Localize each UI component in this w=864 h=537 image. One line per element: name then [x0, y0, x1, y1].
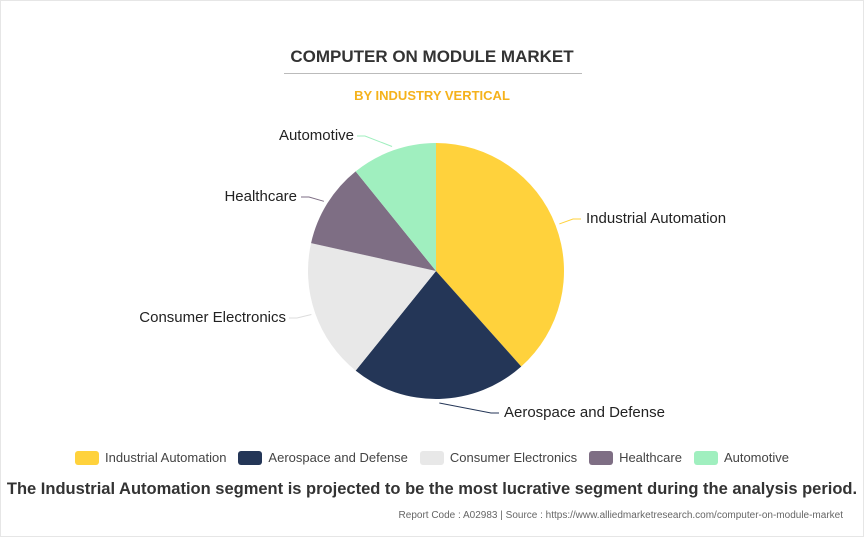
chart-subtitle: BY INDUSTRY VERTICAL — [354, 88, 510, 103]
leader-line — [357, 135, 393, 147]
legend-item[interactable]: Industrial Automation — [75, 450, 226, 465]
legend-swatch — [693, 450, 718, 465]
leader-line — [301, 196, 325, 202]
slice-label: Consumer Electronics — [139, 309, 286, 326]
title-divider — [284, 73, 582, 74]
pie-slice-consumer-electronics[interactable] — [308, 243, 436, 371]
legend-item[interactable]: Healthcare — [589, 450, 682, 465]
legend-label: Healthcare — [619, 450, 682, 465]
slice-label: Healthcare — [224, 188, 297, 205]
chart-title: COMPUTER ON MODULE MARKET — [290, 47, 574, 66]
legend-swatch — [589, 450, 614, 465]
legend-label: Aerospace and Defense — [268, 450, 408, 465]
legend-label: Automotive — [723, 450, 789, 465]
legend-item[interactable]: Automotive — [693, 450, 789, 465]
pie-slice-aerospace-and-defense[interactable] — [355, 271, 522, 399]
legend-label: Consumer Electronics — [449, 450, 578, 465]
slice-label: Aerospace and Defense — [504, 404, 665, 421]
legend-item[interactable]: Consumer Electronics — [419, 450, 578, 465]
caption: The Industrial Automation segment is pro… — [6, 480, 858, 498]
pie-slice-industrial-automation[interactable] — [436, 143, 564, 367]
legend-swatch — [75, 450, 100, 465]
legend-label: Industrial Automation — [105, 450, 227, 465]
leader-line — [559, 218, 581, 225]
slice-label: Industrial Automation — [586, 210, 726, 227]
leader-line — [289, 314, 312, 319]
legend: Industrial Automation Aerospace and Defen… — [1, 450, 863, 465]
legend-item[interactable]: Aerospace and Defense — [238, 450, 408, 465]
pie-slice-healthcare[interactable] — [311, 171, 436, 271]
slice-label: Automotive — [279, 127, 354, 144]
pie-slice-automotive[interactable] — [355, 143, 436, 271]
legend-swatch — [419, 450, 444, 465]
leader-line — [439, 402, 499, 414]
legend-swatch — [238, 450, 263, 465]
source-footer: Report Code : A02983 | Source : https://… — [398, 510, 843, 521]
